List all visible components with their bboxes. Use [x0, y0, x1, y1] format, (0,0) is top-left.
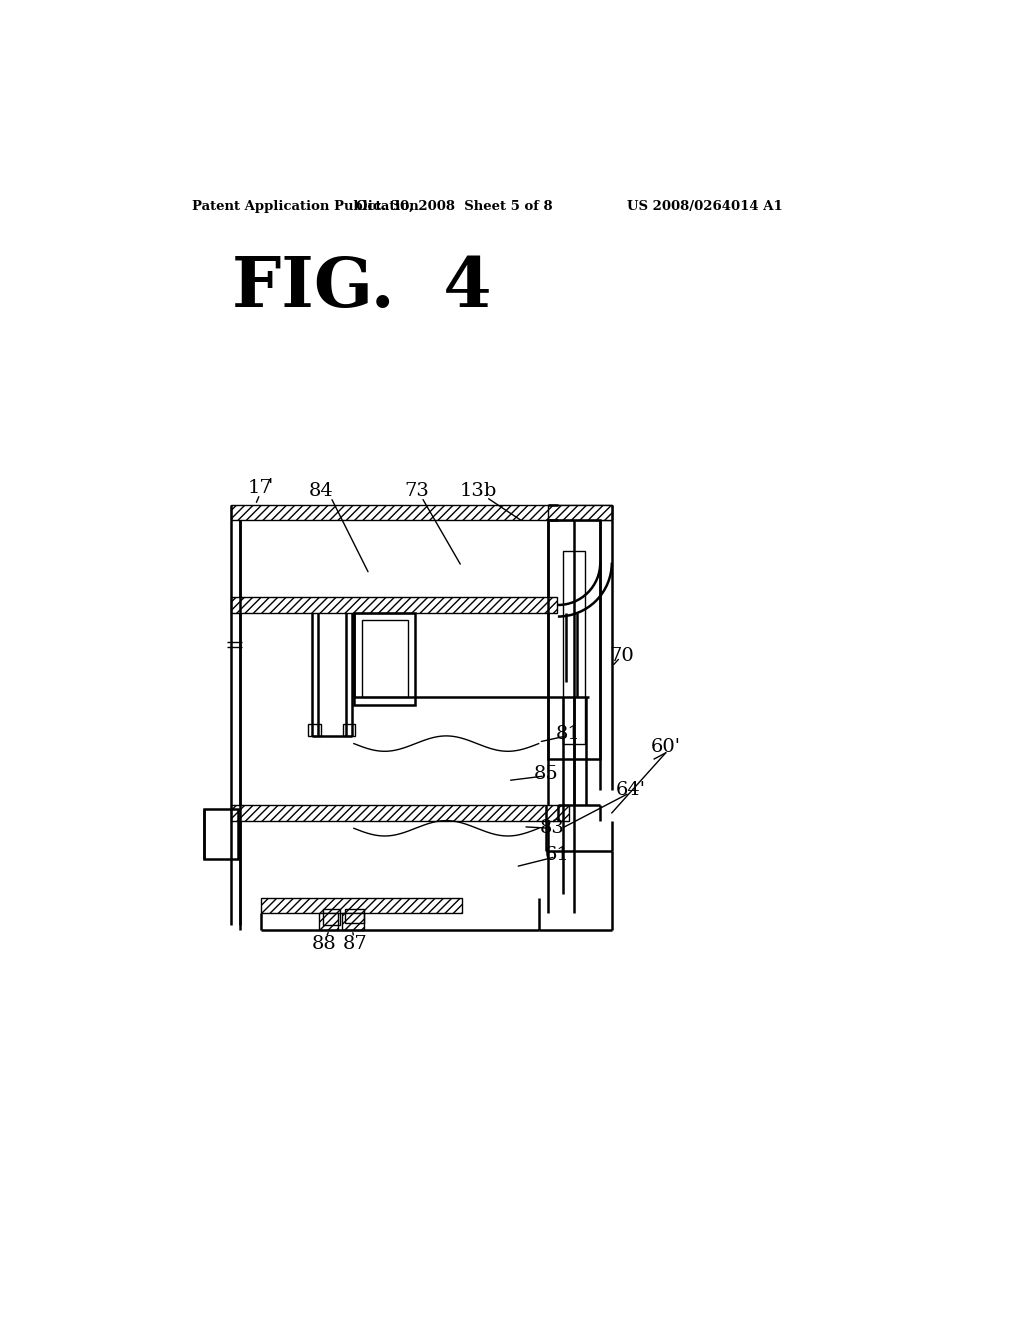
Bar: [563, 552, 585, 743]
Text: 81: 81: [556, 726, 581, 743]
Text: ': ': [267, 478, 272, 496]
Bar: [548, 520, 600, 759]
Bar: [323, 909, 340, 924]
Bar: [230, 506, 611, 520]
Bar: [319, 913, 339, 929]
Text: US 2008/0264014 A1: US 2008/0264014 A1: [628, 199, 783, 213]
Bar: [345, 909, 364, 923]
Text: 61: 61: [545, 846, 569, 865]
Text: 73: 73: [404, 482, 429, 500]
Bar: [548, 506, 611, 520]
Text: Patent Application Publication: Patent Application Publication: [193, 199, 419, 213]
Bar: [261, 898, 462, 913]
Text: 85: 85: [534, 766, 559, 783]
Text: 88: 88: [312, 935, 337, 953]
Bar: [308, 725, 321, 737]
Bar: [230, 805, 568, 821]
Bar: [361, 620, 408, 697]
Bar: [204, 809, 239, 859]
Bar: [343, 725, 355, 737]
Bar: [354, 612, 416, 705]
Text: 64': 64': [616, 781, 646, 799]
Text: Oct. 30, 2008  Sheet 5 of 8: Oct. 30, 2008 Sheet 5 of 8: [355, 199, 552, 213]
Text: 17: 17: [248, 479, 272, 496]
Bar: [230, 597, 557, 612]
Text: 60': 60': [650, 738, 681, 756]
Text: FIG.  4: FIG. 4: [231, 255, 492, 321]
Text: 13b: 13b: [460, 482, 498, 500]
Text: 83: 83: [540, 820, 565, 837]
Bar: [342, 913, 364, 929]
Text: 87: 87: [343, 935, 368, 953]
Text: 84: 84: [309, 482, 334, 500]
Text: 70: 70: [609, 647, 634, 665]
